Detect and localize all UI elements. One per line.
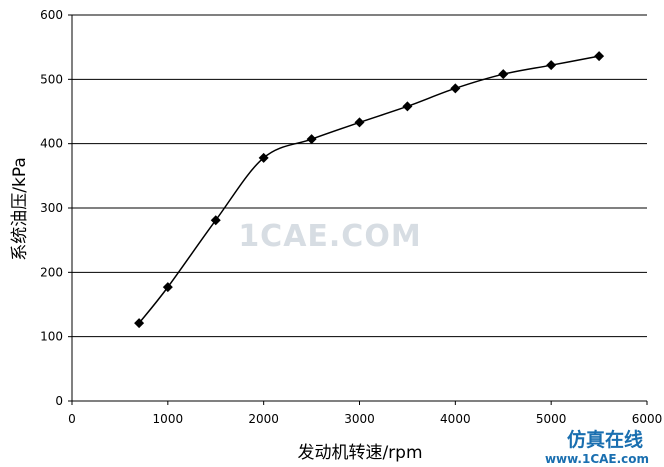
axes — [68, 14, 648, 405]
data-point-5 — [354, 117, 365, 128]
data-point-7 — [450, 83, 461, 94]
grid-lines — [72, 14, 647, 338]
data-point-2 — [210, 215, 221, 226]
y-tick-label-5: 500 — [40, 72, 63, 86]
x-tick-label-0: 0 — [68, 412, 76, 426]
watermark: 1CAE.COM — [238, 219, 421, 254]
x-tick-label-4: 4000 — [440, 412, 471, 426]
data-points — [134, 51, 605, 329]
site-brand-name: 仿真在线 — [567, 428, 643, 451]
y-tick-label-1: 100 — [40, 330, 63, 344]
x-tick-label-5: 5000 — [536, 412, 567, 426]
data-point-3 — [258, 152, 269, 163]
site-brand-url: www.1CAE.com — [545, 452, 649, 466]
y-tick-label-0: 0 — [55, 394, 63, 408]
x-tick-label-3: 3000 — [344, 412, 375, 426]
x-axis-label: 发动机转速/rpm — [297, 443, 422, 463]
y-tick-label-2: 200 — [40, 265, 63, 279]
data-point-6 — [402, 101, 413, 112]
data-point-10 — [594, 51, 605, 62]
y-tick-labels: 0 100 200 300 400 500 600 — [40, 8, 63, 408]
y-tick-label-4: 400 — [40, 137, 63, 151]
data-point-0 — [134, 318, 145, 329]
x-tick-label-6: 6000 — [632, 412, 663, 426]
y-axis-label: 系统油压/kPa — [10, 157, 30, 260]
y-tick-label-6: 600 — [40, 8, 63, 22]
data-point-8 — [498, 69, 509, 80]
data-point-9 — [546, 60, 557, 71]
x-tick-labels: 0 1000 2000 3000 4000 5000 6000 — [68, 412, 662, 426]
data-point-1 — [162, 282, 173, 293]
y-tick-label-3: 300 — [40, 201, 63, 215]
series-line — [138, 55, 600, 324]
data-point-4 — [306, 134, 317, 145]
x-tick-label-2: 2000 — [248, 412, 279, 426]
x-tick-label-1: 1000 — [153, 412, 184, 426]
